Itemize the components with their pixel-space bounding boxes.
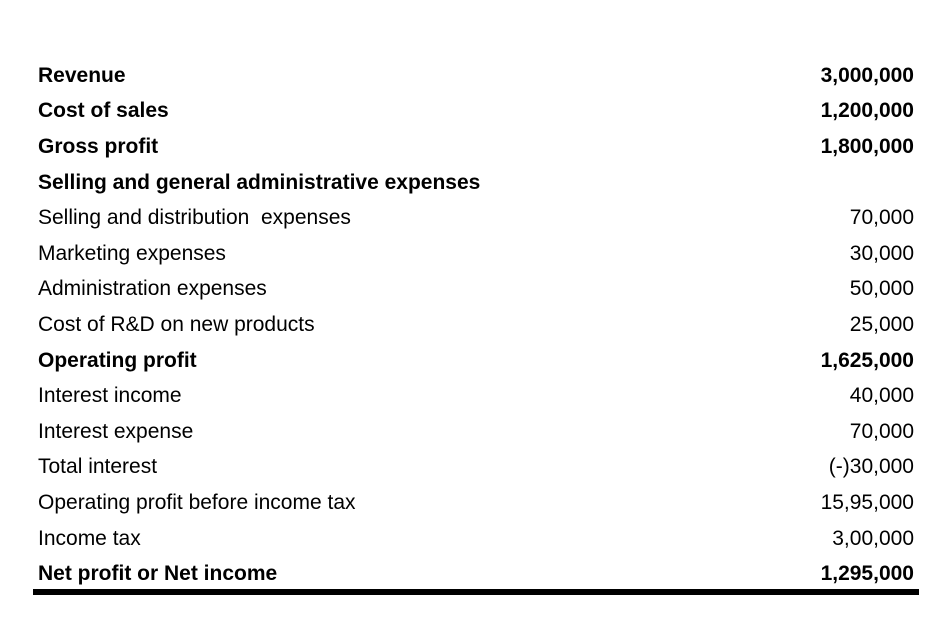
statement-row-income-tax: Income tax 3,00,000 — [38, 521, 914, 557]
statement-row-selling-distribution: Selling and distribution expenses 70,000 — [38, 200, 914, 236]
statement-row-interest-income: Interest income 40,000 — [38, 378, 914, 414]
statement-row-total-interest: Total interest (-)30,000 — [38, 450, 914, 486]
row-label: Revenue — [38, 63, 126, 87]
row-label: Cost of sales — [38, 99, 169, 123]
row-label: Marketing expenses — [38, 241, 226, 265]
row-label: Net profit or Net income — [38, 562, 278, 586]
row-value: 30,000 — [849, 241, 914, 265]
row-label: Gross profit — [38, 134, 159, 158]
row-label: Total interest — [38, 455, 158, 479]
row-value: 40,000 — [849, 384, 914, 408]
row-label: Cost of R&D on new products — [38, 312, 315, 336]
income-statement: Revenue 3,000,000 Cost of sales 1,200,00… — [38, 58, 914, 592]
row-label: Income tax — [38, 526, 141, 550]
statement-row-revenue: Revenue 3,000,000 — [38, 58, 914, 94]
row-label: Selling and distribution expenses — [38, 206, 351, 230]
bottom-rule-divider — [33, 589, 919, 595]
row-value: 1,200,000 — [820, 99, 914, 123]
row-label: Interest expense — [38, 419, 194, 443]
statement-row-rnd: Cost of R&D on new products 25,000 — [38, 307, 914, 343]
row-value: 70,000 — [849, 206, 914, 230]
row-value: 15,95,000 — [820, 490, 914, 514]
statement-row-net-income: Net profit or Net income 1,295,000 — [38, 556, 914, 592]
row-value: 1,800,000 — [820, 134, 914, 158]
row-label: Operating profit — [38, 348, 197, 372]
row-value: 3,00,000 — [832, 526, 914, 550]
row-value: 1,295,000 — [820, 562, 914, 586]
statement-row-administration: Administration expenses 50,000 — [38, 272, 914, 308]
row-value: 25,000 — [849, 312, 914, 336]
row-value: 50,000 — [849, 277, 914, 301]
statement-row-cost-of-sales: Cost of sales 1,200,000 — [38, 94, 914, 130]
statement-row-profit-before-tax: Operating profit before income tax 15,95… — [38, 485, 914, 521]
statement-row-operating-profit: Operating profit 1,625,000 — [38, 343, 914, 379]
row-value: 3,000,000 — [820, 63, 914, 87]
statement-row-marketing: Marketing expenses 30,000 — [38, 236, 914, 272]
statement-row-sga-heading: Selling and general administrative expen… — [38, 165, 914, 201]
row-label: Operating profit before income tax — [38, 490, 356, 514]
statement-row-interest-expense: Interest expense 70,000 — [38, 414, 914, 450]
row-value: 1,625,000 — [820, 348, 914, 372]
row-value: (-)30,000 — [828, 455, 914, 479]
row-label: Administration expenses — [38, 277, 267, 301]
statement-row-gross-profit: Gross profit 1,800,000 — [38, 129, 914, 165]
row-label: Interest income — [38, 384, 182, 408]
row-label: Selling and general administrative expen… — [38, 170, 481, 194]
row-value: 70,000 — [849, 419, 914, 443]
